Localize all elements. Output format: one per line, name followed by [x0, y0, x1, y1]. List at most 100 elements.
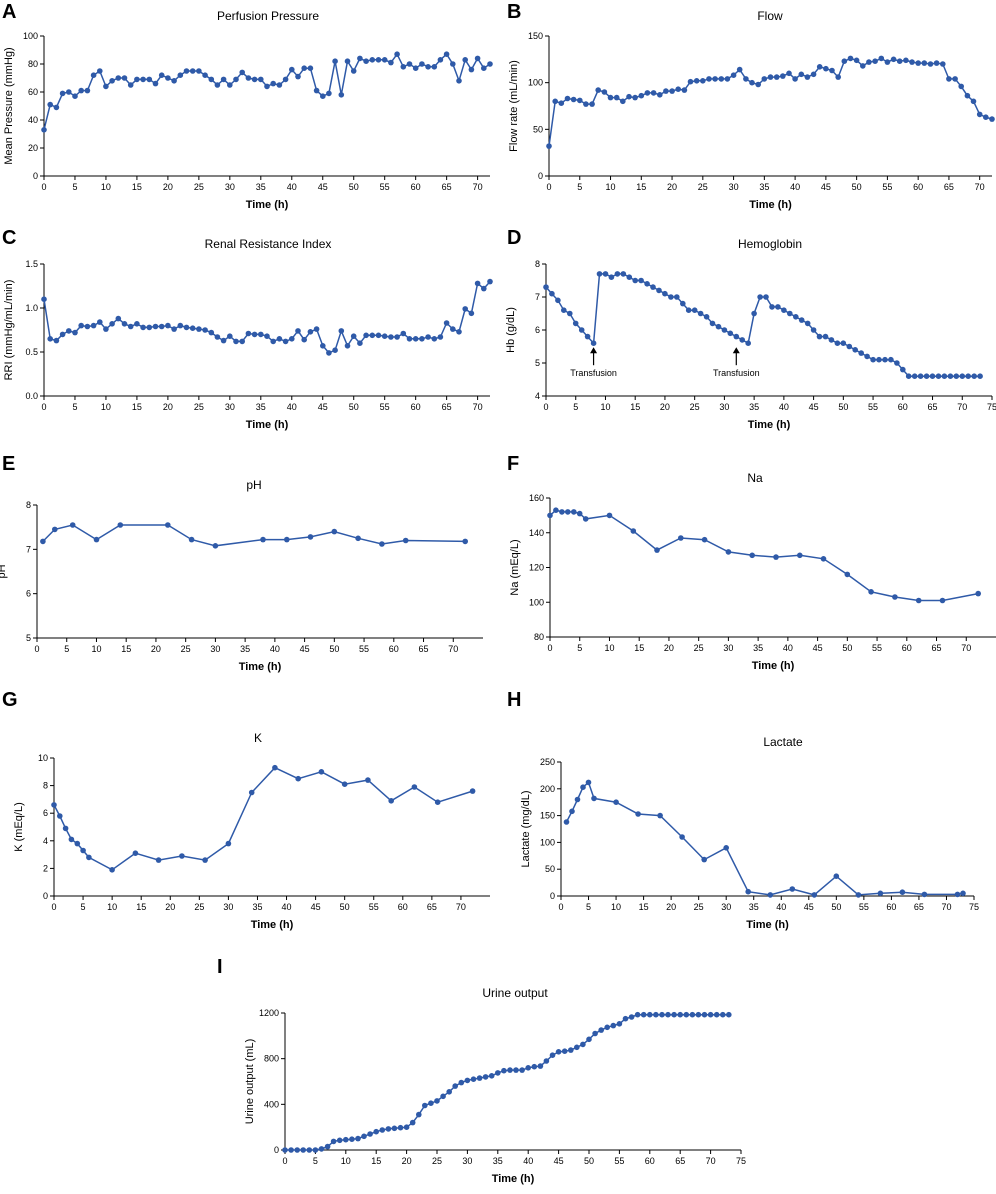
x-tick-label: 50 — [329, 644, 339, 654]
x-axis-label: Time (h) — [246, 419, 289, 431]
data-point — [558, 100, 565, 106]
data-point — [84, 87, 91, 94]
data-point — [402, 537, 409, 544]
data-point — [915, 597, 922, 604]
data-point — [400, 330, 407, 337]
data-point — [196, 68, 202, 74]
data-point — [227, 82, 233, 88]
x-tick-label: 35 — [753, 643, 763, 653]
data-point — [787, 310, 793, 317]
data-point — [574, 1044, 580, 1051]
data-point — [567, 310, 573, 317]
y-tick-label: 800 — [264, 1054, 279, 1064]
data-point — [712, 76, 718, 82]
data-point — [381, 333, 388, 339]
x-tick-label: 50 — [584, 1156, 594, 1166]
data-point — [767, 892, 774, 898]
data-point — [330, 1138, 337, 1145]
x-tick-label: 55 — [380, 182, 390, 192]
data-point — [326, 350, 332, 356]
data-point — [786, 70, 792, 77]
data-point — [591, 795, 597, 802]
data-point — [939, 597, 946, 604]
data-point — [406, 336, 413, 342]
data-point — [564, 95, 571, 102]
x-tick-label: 40 — [779, 402, 789, 412]
data-point — [391, 1125, 398, 1132]
data-point — [361, 1133, 367, 1140]
data-point — [183, 68, 190, 74]
y-tick-label: 100 — [23, 31, 38, 41]
data-point — [876, 356, 882, 363]
x-tick-label: 15 — [371, 1156, 381, 1166]
y-tick-label: 6 — [43, 808, 48, 818]
panel-f-na: F Na 0 5 10 15 20 25 30 35 40 45 50 55 60 65 70 80 100 120 1… — [505, 452, 996, 686]
data-point — [443, 51, 450, 57]
data-point — [171, 78, 177, 84]
y-tick-label: 0.0 — [25, 391, 38, 401]
data-point — [572, 320, 579, 327]
panel-label: A — [2, 1, 16, 23]
x-tick-label: 0 — [34, 644, 39, 654]
data-point — [152, 80, 159, 87]
data-point — [620, 98, 626, 105]
data-point — [761, 76, 768, 82]
data-point — [570, 96, 577, 103]
data-point — [272, 764, 278, 771]
data-point — [613, 799, 619, 805]
panel-label: I — [217, 956, 223, 978]
data-point — [622, 1015, 629, 1022]
data-point — [431, 64, 438, 70]
data-point — [896, 58, 903, 64]
data-point — [927, 61, 934, 67]
chart-title: Urine output — [482, 986, 548, 1000]
data-point — [580, 784, 586, 790]
data-point — [62, 825, 69, 832]
data-point — [350, 68, 357, 74]
data-point — [773, 74, 780, 80]
data-point — [431, 336, 438, 342]
y-tick-label: 100 — [528, 78, 543, 88]
x-tick-label: 10 — [604, 643, 614, 653]
data-point — [789, 886, 796, 892]
data-point — [251, 76, 258, 83]
data-point — [610, 1022, 617, 1029]
data-point — [165, 522, 171, 528]
data-point — [394, 51, 400, 57]
data-point — [634, 1011, 641, 1018]
x-tick-label: 30 — [210, 644, 220, 654]
panel-label: G — [2, 689, 18, 711]
y-tick-label: 150 — [540, 811, 555, 821]
y-tick-label: 8 — [43, 781, 48, 791]
y-axis-label: Mean Pressure (mmHg) — [3, 47, 15, 164]
data-point — [146, 324, 153, 331]
data-point — [965, 373, 971, 379]
data-point — [183, 324, 190, 331]
data-point — [909, 59, 915, 65]
chart-g-svg: G K 0 5 10 15 20 25 30 35 40 45 50 55 60 65 70 0 2 4 6 8 10 Tim… — [2, 689, 490, 931]
data-point — [363, 332, 369, 339]
data-point — [583, 101, 589, 107]
data-point — [189, 68, 196, 74]
data-point — [343, 1136, 349, 1143]
data-point — [338, 92, 345, 98]
x-tick-label: 70 — [975, 182, 985, 192]
data-point — [663, 88, 669, 94]
data-point — [971, 373, 977, 379]
data-point — [332, 347, 338, 353]
x-tick-label: 30 — [719, 402, 729, 412]
data-point — [855, 892, 862, 898]
data-point — [580, 1041, 586, 1048]
data-point — [933, 60, 940, 66]
data-point — [590, 340, 597, 346]
x-tick-label: 50 — [349, 402, 359, 412]
x-tick-label: 65 — [914, 902, 924, 912]
data-point — [749, 552, 755, 559]
data-point — [68, 836, 75, 843]
data-point — [140, 324, 146, 331]
data-point — [833, 873, 840, 879]
data-point — [626, 93, 632, 100]
data-point — [917, 373, 924, 379]
data-point — [66, 89, 72, 95]
